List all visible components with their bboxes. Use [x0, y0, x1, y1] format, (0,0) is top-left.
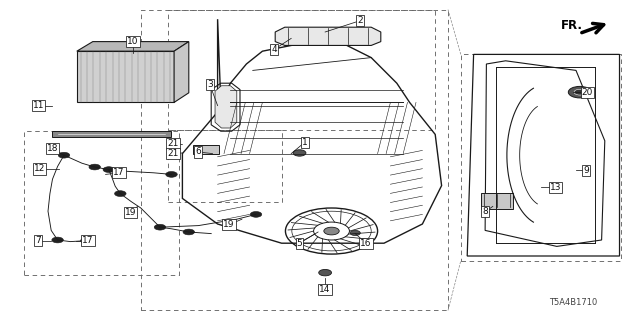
- Circle shape: [81, 238, 92, 244]
- Bar: [481, 193, 513, 209]
- Circle shape: [568, 86, 591, 98]
- Text: 8: 8: [483, 207, 488, 216]
- Circle shape: [574, 89, 586, 95]
- Circle shape: [115, 191, 126, 196]
- Polygon shape: [215, 86, 237, 128]
- Circle shape: [324, 227, 339, 235]
- Text: 14: 14: [319, 285, 331, 294]
- Text: 6: 6: [196, 148, 201, 156]
- Circle shape: [250, 212, 262, 217]
- Bar: [52, 131, 171, 137]
- Polygon shape: [174, 42, 189, 102]
- Text: 17: 17: [113, 168, 125, 177]
- Text: T5A4B1710: T5A4B1710: [548, 298, 597, 307]
- Text: 2: 2: [357, 16, 362, 25]
- Text: 17: 17: [82, 236, 93, 245]
- Bar: [193, 145, 219, 154]
- Circle shape: [103, 167, 115, 172]
- Circle shape: [89, 164, 100, 170]
- Circle shape: [350, 230, 360, 236]
- Polygon shape: [77, 42, 189, 51]
- Text: 20: 20: [582, 88, 593, 97]
- Text: 5: 5: [297, 239, 302, 248]
- Text: FR.: FR.: [561, 19, 583, 32]
- Polygon shape: [77, 51, 174, 102]
- Circle shape: [166, 172, 177, 177]
- Text: 11: 11: [33, 101, 44, 110]
- Text: 1: 1: [302, 138, 307, 147]
- Circle shape: [293, 150, 306, 156]
- Text: 19: 19: [223, 220, 235, 229]
- Circle shape: [52, 237, 63, 243]
- Polygon shape: [275, 27, 381, 45]
- Text: 21: 21: [167, 139, 179, 148]
- Text: 16: 16: [360, 239, 372, 248]
- Text: 13: 13: [550, 183, 561, 192]
- Text: 7: 7: [36, 236, 41, 245]
- Circle shape: [154, 224, 166, 230]
- Circle shape: [183, 229, 195, 235]
- Text: 12: 12: [34, 164, 45, 173]
- Text: 4: 4: [271, 45, 276, 54]
- Circle shape: [319, 269, 332, 276]
- Text: 18: 18: [47, 144, 58, 153]
- Text: 10: 10: [127, 37, 139, 46]
- Circle shape: [58, 152, 70, 158]
- Text: 9: 9: [584, 166, 589, 175]
- Text: 3: 3: [207, 80, 212, 89]
- Text: 21: 21: [167, 149, 179, 158]
- Text: 19: 19: [125, 208, 136, 217]
